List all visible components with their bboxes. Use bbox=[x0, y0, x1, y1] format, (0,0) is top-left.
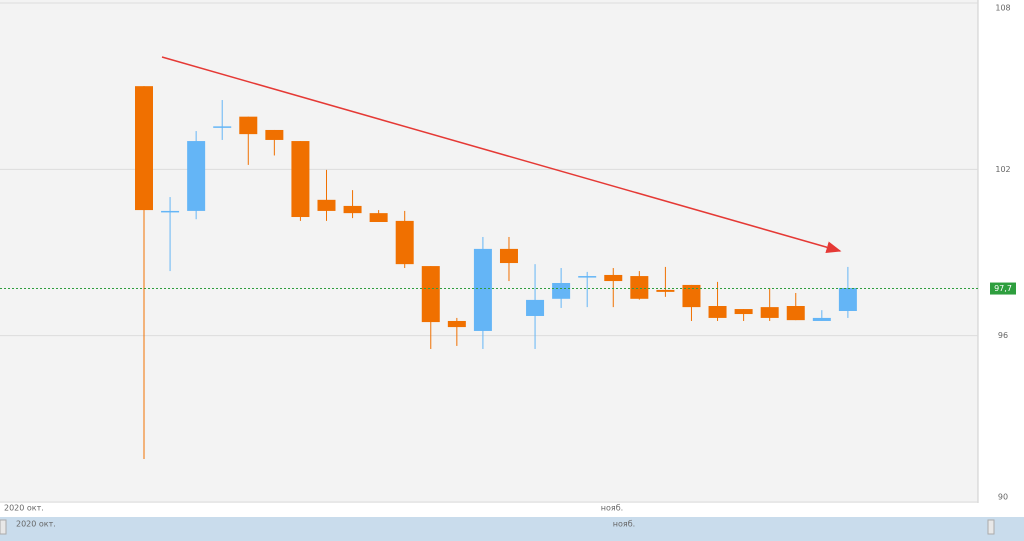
y-tick-label: 90 bbox=[998, 493, 1008, 502]
candle-body bbox=[135, 86, 153, 211]
candle-body bbox=[473, 248, 492, 331]
candle-body bbox=[786, 306, 805, 321]
candle-body bbox=[630, 276, 649, 299]
candle-body bbox=[578, 276, 597, 278]
navigator-handle[interactable] bbox=[987, 519, 995, 535]
last-price-box bbox=[990, 282, 1016, 295]
candle-body bbox=[447, 320, 466, 328]
candle-body bbox=[421, 266, 440, 323]
candle-body bbox=[187, 141, 206, 211]
candle-body bbox=[838, 287, 857, 311]
candle-body bbox=[552, 282, 571, 299]
x-tick-label: 2020 окт. bbox=[4, 504, 44, 513]
candle-body bbox=[291, 141, 310, 218]
candle-body bbox=[395, 220, 414, 265]
candle-body bbox=[708, 306, 727, 318]
candle-body bbox=[343, 205, 362, 214]
candle-body bbox=[239, 116, 258, 135]
candle-body bbox=[682, 284, 701, 308]
navigator[interactable] bbox=[0, 517, 1024, 541]
candle-body bbox=[317, 199, 336, 211]
trend-arrow bbox=[161, 56, 842, 254]
candle-body bbox=[656, 289, 675, 292]
candle-body bbox=[526, 299, 545, 316]
x-tick-label: нояб. bbox=[601, 504, 623, 513]
navigator-label: 2020 окт. bbox=[16, 520, 56, 529]
candle-body bbox=[369, 213, 388, 223]
candle-body bbox=[734, 309, 753, 315]
candle-body bbox=[161, 210, 180, 213]
navigator-handle[interactable] bbox=[0, 519, 7, 535]
y-axis-area bbox=[978, 0, 1024, 503]
candle-body bbox=[213, 126, 232, 128]
y-tick-label: 108 bbox=[995, 4, 1010, 13]
candle-body bbox=[604, 274, 623, 282]
navigator-label: нояб. bbox=[613, 520, 635, 529]
candle-body bbox=[265, 129, 284, 140]
candle-body bbox=[812, 317, 831, 321]
y-tick-label: 102 bbox=[995, 165, 1010, 174]
y-tick-label: 96 bbox=[998, 331, 1008, 340]
candle-body bbox=[499, 248, 518, 264]
last-price-label: 97,7 bbox=[994, 284, 1012, 293]
candle-body bbox=[760, 307, 779, 318]
